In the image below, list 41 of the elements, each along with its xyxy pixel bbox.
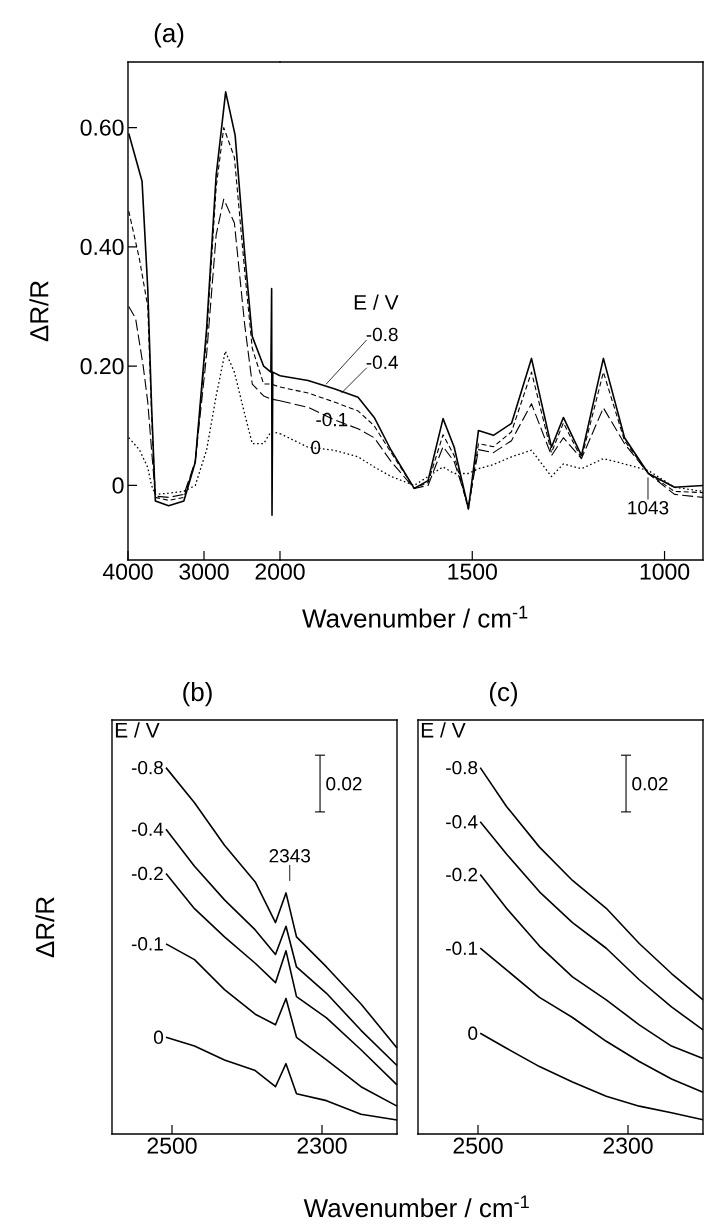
x-tick-label: 2500	[147, 1137, 197, 1154]
x-tick-label: 2000	[255, 563, 305, 580]
legend-title: E / V	[421, 722, 466, 738]
y-tick-label: 0.40	[80, 238, 124, 256]
x-axis-title: Wavenumber / cm$^{-1}$	[302, 605, 528, 628]
legend-title: E / V	[354, 294, 399, 310]
annotation: 0.02	[326, 777, 362, 791]
chart-title: (a)	[154, 23, 184, 48]
annotation: 0.02	[632, 777, 668, 791]
y-axis-title: ΔR/R	[35, 897, 55, 958]
series-label: 0	[153, 1030, 164, 1044]
series-label: -0.2	[131, 866, 163, 881]
y-tick-label: 0.60	[80, 119, 124, 136]
x-tick-label: 1000	[640, 563, 690, 580]
x-tick-label: 4000	[102, 563, 153, 580]
series-label: -0.2	[446, 867, 478, 882]
series-label: -0.1	[131, 937, 163, 951]
annotation: 1043	[628, 500, 669, 515]
x-tick-label: 2300	[297, 1137, 347, 1154]
series-label: -0.8	[446, 760, 478, 775]
x-tick-label: 1500	[448, 563, 497, 580]
chart-title: (c)	[489, 682, 518, 707]
y-tick-label: 0.20	[80, 358, 124, 375]
legend-title: E / V	[115, 722, 160, 738]
series-label: -0.1	[316, 412, 348, 427]
series-label: -0.1	[446, 941, 478, 955]
x-tick-label: 2500	[453, 1137, 503, 1154]
annotation: 2343	[269, 849, 311, 863]
text: -0.8	[366, 327, 398, 342]
x-tick-label: 3000	[179, 563, 229, 580]
y-tick-label: 0	[112, 477, 124, 494]
series-label: -0.4	[131, 822, 164, 836]
series-label: -0.4	[446, 815, 478, 829]
chart-title: (b)	[183, 682, 212, 707]
series-label: 0	[468, 1026, 478, 1040]
x-axis-title: Wavenumber / cm$^{-1}$	[303, 1195, 529, 1218]
y-axis-title: ΔR/R	[29, 281, 49, 342]
series-label: 0	[311, 440, 321, 455]
text: -0.4	[366, 355, 398, 370]
series-label: -0.8	[131, 760, 163, 775]
x-tick-label: 2300	[603, 1137, 653, 1154]
